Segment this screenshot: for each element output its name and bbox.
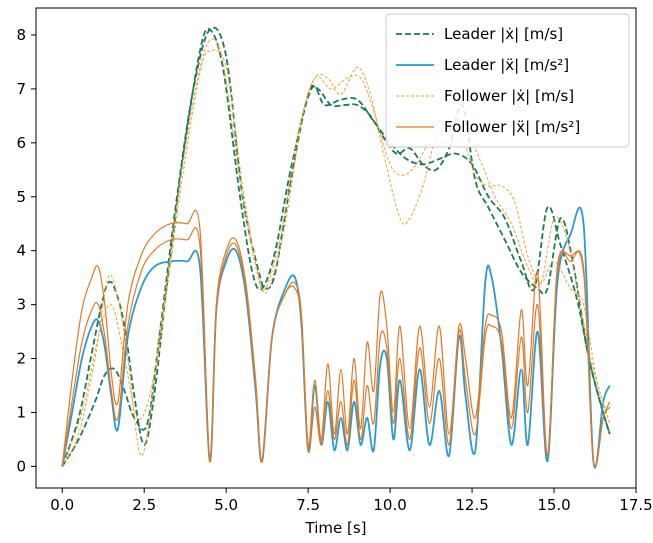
- legend-label: Leader |ẍ| [m/s²]: [444, 56, 569, 74]
- x-tick-label: 7.5: [296, 496, 320, 514]
- x-axis-label: Time [s]: [305, 519, 367, 537]
- x-axis: 0.0 2.5 5.0 7.5 10.0 12.5 15.0 17.5: [50, 488, 653, 514]
- x-tick-label: 12.5: [455, 496, 488, 514]
- y-axis: 0 1 2 3 4 5 6 7 8: [16, 26, 36, 475]
- series-line-5: [61, 38, 611, 467]
- y-tick-label: 0: [16, 457, 26, 475]
- y-tick-label: 1: [16, 403, 26, 421]
- legend-box: [385, 13, 630, 148]
- series-line-7: [61, 227, 611, 468]
- y-tick-label: 5: [16, 188, 26, 206]
- y-tick-label: 4: [16, 242, 26, 260]
- plot-frame: [35, 7, 637, 489]
- x-tick-label: 15.0: [537, 496, 570, 514]
- y-tick-label: 6: [16, 134, 26, 152]
- x-tick-label: 10.0: [373, 496, 406, 514]
- y-tick-label: 7: [16, 80, 26, 98]
- x-tick-label: 2.5: [132, 496, 156, 514]
- series-line-2: [61, 27, 611, 467]
- y-tick-label: 8: [16, 26, 26, 44]
- legend: Leader |ẋ| [m/s] Leader |ẍ| [m/s²] Followe…: [385, 13, 630, 148]
- x-tick-label: 5.0: [214, 496, 238, 514]
- y-tick-label: 2: [16, 350, 26, 368]
- x-tick-label: 0.0: [50, 496, 74, 514]
- legend-label: Follower |ẋ| [m/s]: [444, 87, 574, 105]
- series-line-6: [61, 209, 611, 468]
- series-layer: [61, 26, 611, 469]
- y-tick-label: 3: [16, 296, 26, 314]
- series-line-1: [61, 26, 611, 467]
- x-tick-label: 17.5: [619, 496, 652, 514]
- legend-label: Follower |ẍ| [m/s²]: [444, 118, 580, 136]
- series-line-4: [61, 49, 611, 467]
- series-line-3: [61, 206, 611, 469]
- legend-label: Leader |ẋ| [m/s]: [444, 25, 563, 43]
